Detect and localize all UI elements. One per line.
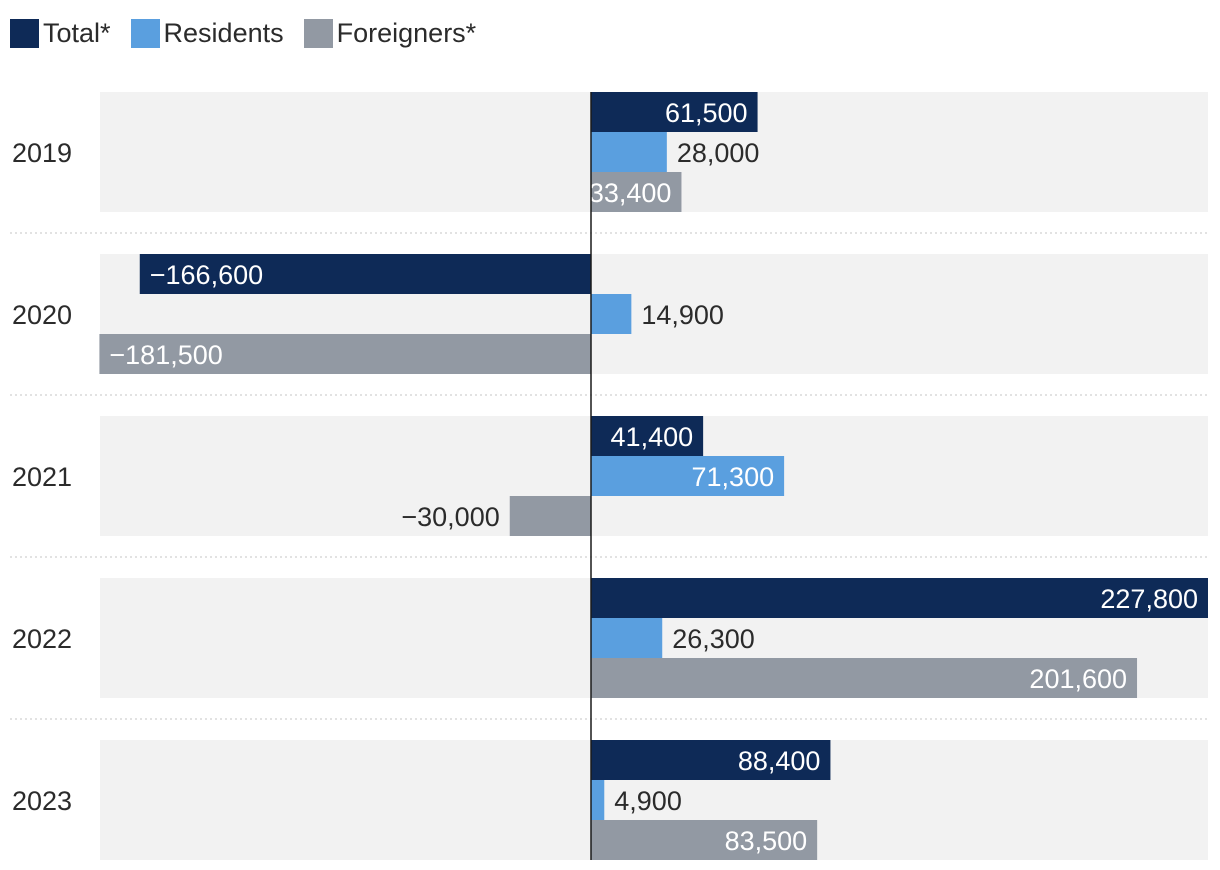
bar-2019-foreigners xyxy=(591,172,682,212)
value-label-2019-total: 61,500 xyxy=(665,98,748,128)
value-label-2022-residents: 26,300 xyxy=(672,624,755,654)
category-label-2021: 2021 xyxy=(12,462,72,492)
bar-2021-total xyxy=(591,416,704,456)
value-label-2021-total: 41,400 xyxy=(611,422,694,452)
bar-2022-foreigners xyxy=(591,658,1138,698)
bar-2023-foreigners xyxy=(591,820,818,860)
category-label-2019: 2019 xyxy=(12,138,72,168)
value-label-2023-foreigners: 83,500 xyxy=(725,826,808,856)
legend-swatch-total xyxy=(10,19,39,48)
bar-2022-total xyxy=(591,578,1208,618)
legend: Total* Residents Foreigners* xyxy=(10,18,496,49)
value-label-2022-foreigners: 201,600 xyxy=(1029,664,1127,694)
legend-label-total: Total* xyxy=(43,18,111,48)
bar-2023-residents xyxy=(591,780,605,820)
legend-label-residents: Residents xyxy=(163,18,284,48)
value-label-2020-total: −166,600 xyxy=(150,260,263,290)
legend-label-foreigners: Foreigners* xyxy=(336,18,477,48)
bar-2022-residents xyxy=(591,618,663,658)
bar-2023-total xyxy=(591,740,831,780)
bar-2021-residents xyxy=(591,456,785,496)
bar-2019-total xyxy=(591,92,758,132)
legend-swatch-foreigners xyxy=(303,19,333,48)
value-label-2019-foreigners: 33,400 xyxy=(589,178,672,208)
value-label-2021-foreigners: −30,000 xyxy=(401,502,499,532)
bars-layer xyxy=(99,92,1208,860)
bar-2019-residents xyxy=(591,132,667,172)
value-label-2021-residents: 71,300 xyxy=(692,462,775,492)
category-label-2022: 2022 xyxy=(12,624,72,654)
legend-item-residents: Residents xyxy=(130,18,284,49)
category-label-2023: 2023 xyxy=(12,786,72,816)
bar-2020-total xyxy=(139,254,591,294)
bar-2021-foreigners xyxy=(509,496,591,536)
value-label-2023-residents: 4,900 xyxy=(614,786,682,816)
value-label-2020-residents: 14,900 xyxy=(641,300,724,330)
value-label-2019-residents: 28,000 xyxy=(677,138,760,168)
bar-2020-foreigners xyxy=(99,334,592,374)
legend-item-foreigners: Foreigners* xyxy=(303,18,477,49)
legend-item-total: Total* xyxy=(10,18,111,49)
value-label-2020-foreigners: −181,500 xyxy=(109,340,222,370)
value-label-2022-total: 227,800 xyxy=(1100,584,1198,614)
value-label-2023-total: 88,400 xyxy=(738,746,821,776)
category-label-2020: 2020 xyxy=(12,300,72,330)
bar-2020-residents xyxy=(591,294,632,334)
legend-swatch-residents xyxy=(130,19,160,48)
